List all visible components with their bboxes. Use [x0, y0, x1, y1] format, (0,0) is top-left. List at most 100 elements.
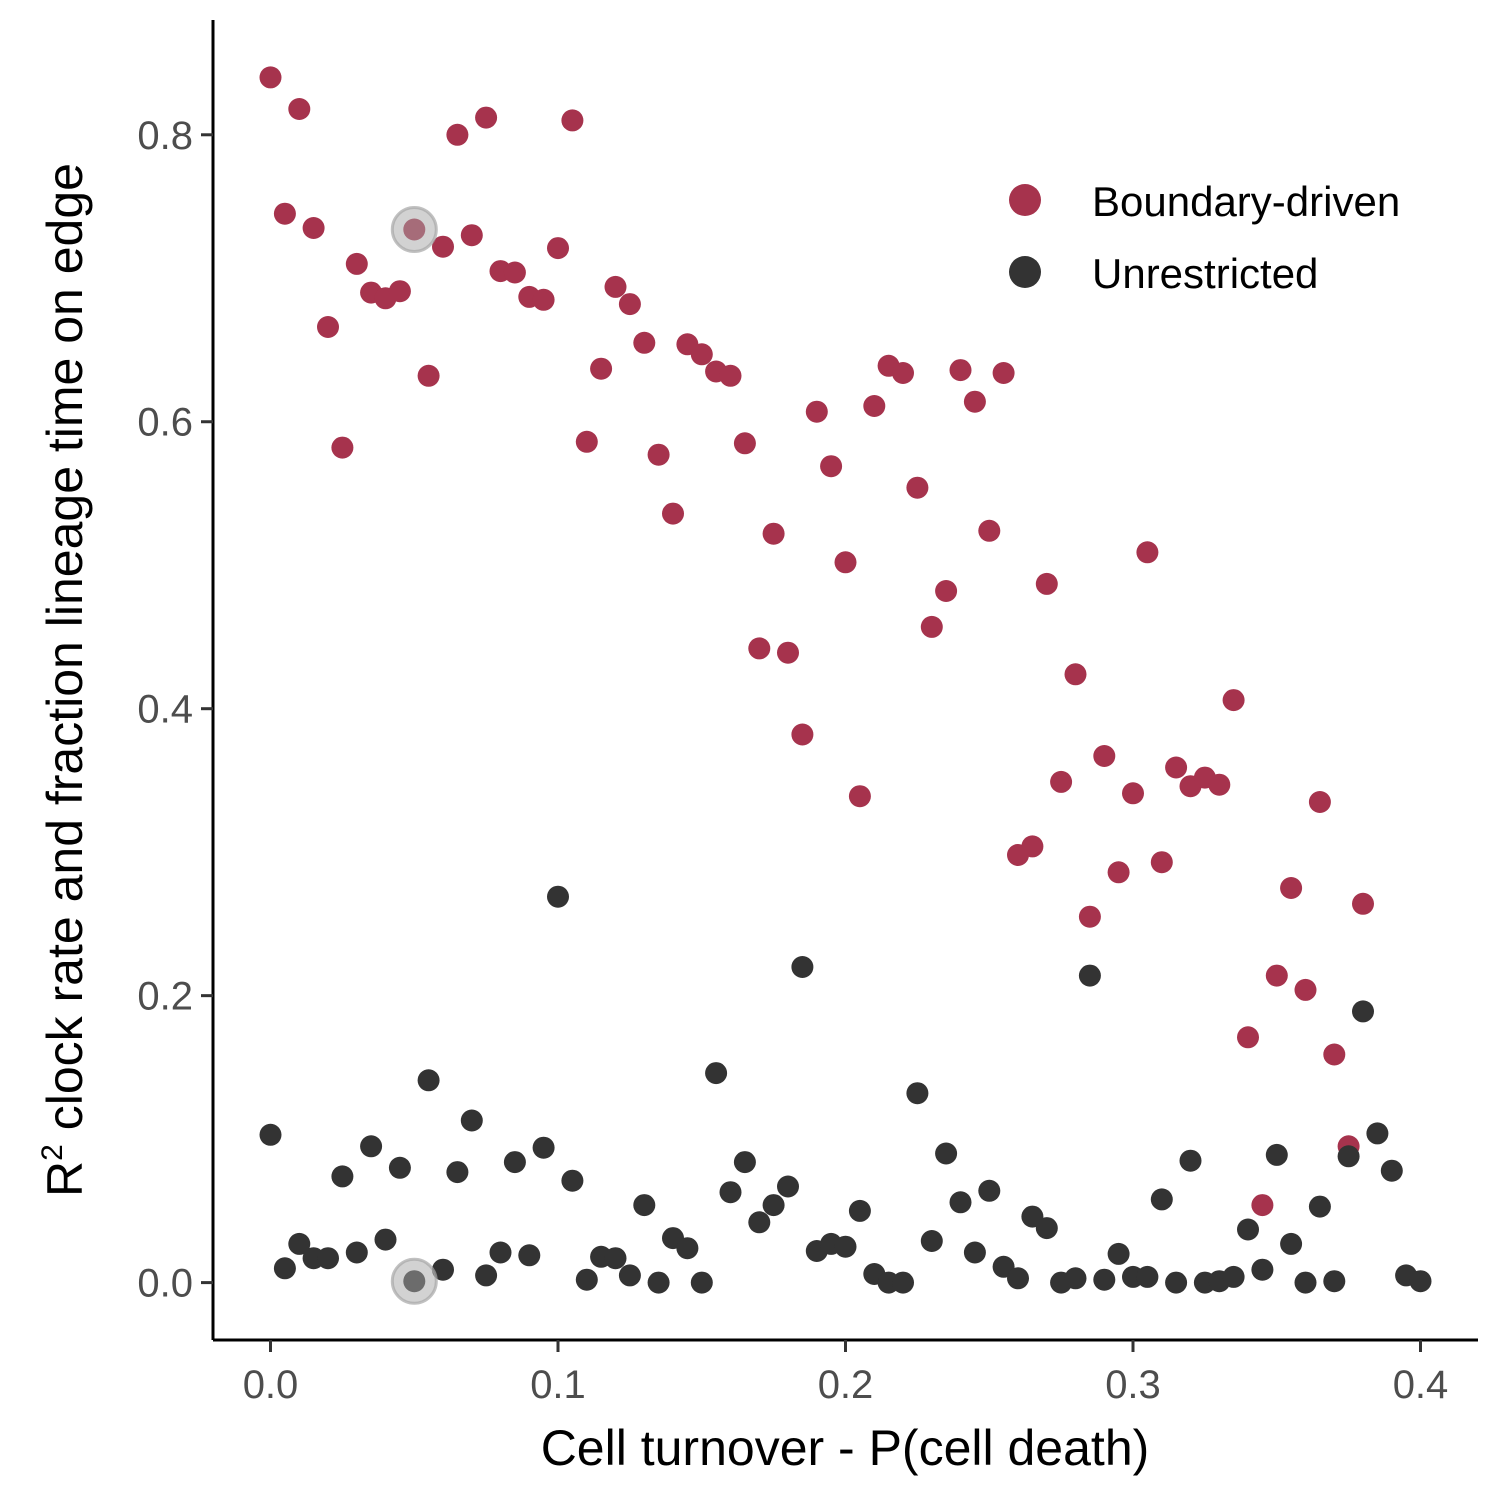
data-point	[1352, 1000, 1374, 1023]
data-point	[820, 455, 843, 478]
data-point	[360, 1135, 383, 1158]
data-point	[647, 443, 670, 466]
data-point	[1323, 1270, 1346, 1293]
highlight-layer	[390, 206, 438, 1305]
data-point	[1409, 1270, 1432, 1293]
highlight-marker	[390, 206, 438, 253]
y-axis-title-rest: clock rate and fraction lineage time on …	[37, 163, 93, 1144]
data-point	[1294, 978, 1317, 1001]
x-tick-label: 0.4	[1393, 1363, 1449, 1407]
legend-marker-unrestricted	[1009, 256, 1041, 288]
data-point	[618, 293, 641, 316]
data-point	[1107, 861, 1130, 884]
data-point	[733, 1151, 756, 1174]
data-point	[1035, 1217, 1058, 1240]
legend-label-boundary-driven: Boundary-driven	[1092, 178, 1400, 225]
data-point	[949, 359, 972, 382]
data-point	[690, 1271, 713, 1294]
data-point	[1165, 756, 1188, 779]
y-tick-label: 0.4	[137, 688, 193, 732]
data-point	[690, 343, 713, 366]
data-point	[575, 1268, 598, 1291]
data-point	[331, 1165, 354, 1188]
data-point	[1222, 689, 1245, 712]
data-point	[978, 519, 1001, 542]
data-point	[791, 723, 814, 746]
data-point	[805, 400, 828, 423]
data-point	[1179, 1149, 1202, 1172]
data-point	[446, 1161, 469, 1184]
data-point	[863, 395, 886, 417]
x-axis-title: Cell turnover - P(cell death)	[541, 1420, 1150, 1476]
data-point	[388, 1156, 411, 1179]
data-point	[1078, 964, 1101, 987]
data-point	[1366, 1122, 1389, 1145]
data-point	[417, 1069, 440, 1092]
data-point	[432, 235, 454, 258]
data-point	[920, 1230, 943, 1252]
data-point	[1308, 1195, 1331, 1218]
data-point	[719, 364, 742, 387]
data-point	[618, 1264, 641, 1287]
data-point	[1007, 1267, 1029, 1290]
data-point	[547, 237, 569, 260]
data-point	[1136, 1265, 1159, 1288]
data-point	[1035, 572, 1058, 595]
y-axis-title-superscript: 2	[36, 1144, 69, 1161]
data-point	[1352, 892, 1374, 915]
data-point	[791, 956, 814, 978]
data-point	[561, 109, 584, 132]
data-point	[848, 1199, 871, 1222]
data-point	[503, 261, 526, 284]
data-point	[604, 275, 627, 298]
y-tick-label: 0.2	[137, 975, 193, 1019]
data-point	[259, 66, 282, 89]
data-point	[317, 316, 339, 338]
data-point	[1064, 1267, 1087, 1290]
x-tick-label: 0.2	[818, 1363, 874, 1407]
data-point	[748, 1211, 771, 1234]
data-point	[633, 1194, 656, 1217]
data-point	[748, 637, 771, 660]
data-point	[935, 1142, 958, 1165]
data-point	[963, 390, 986, 413]
data-point	[575, 430, 598, 453]
series-boundary-driven	[259, 66, 1374, 1217]
data-point	[1093, 745, 1116, 767]
data-point	[1323, 1043, 1346, 1066]
data-point	[705, 1062, 728, 1085]
data-point	[949, 1191, 972, 1214]
data-point	[978, 1179, 1001, 1202]
data-point	[848, 785, 871, 808]
data-point	[432, 1258, 454, 1281]
data-point	[561, 1169, 584, 1192]
data-point	[963, 1241, 986, 1264]
data-point	[762, 522, 785, 545]
data-point	[532, 288, 555, 311]
data-point	[992, 362, 1015, 384]
data-point	[374, 1228, 397, 1251]
data-point	[475, 1264, 498, 1287]
data-point	[1280, 877, 1303, 899]
data-point	[288, 98, 311, 120]
data-point	[676, 1237, 699, 1260]
data-point	[1280, 1232, 1303, 1255]
y-tick-label: 0.8	[137, 114, 193, 158]
data-point	[1294, 1271, 1317, 1294]
data-point	[273, 1257, 296, 1280]
data-point	[388, 280, 411, 303]
data-point	[273, 202, 296, 225]
data-point	[1308, 791, 1331, 813]
data-point	[1265, 1143, 1288, 1166]
data-point	[259, 1123, 282, 1146]
legend-marker-boundary-driven	[1009, 184, 1041, 216]
data-point	[906, 1082, 929, 1105]
data-point	[460, 224, 483, 247]
data-point	[647, 1271, 670, 1294]
data-point	[920, 615, 943, 638]
data-point	[345, 252, 368, 275]
data-point	[662, 502, 684, 525]
data-point	[1251, 1258, 1274, 1281]
data-point	[446, 123, 469, 146]
